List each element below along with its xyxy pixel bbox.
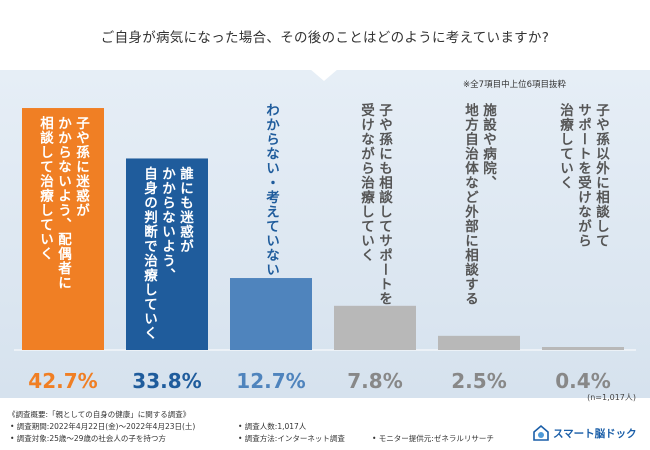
category-label-2-line-2: かからないよう、 [159,166,176,282]
bar-5 [438,335,520,350]
house-brain-icon [533,424,549,441]
category-label-1-line-1: 子や孫に迷惑が [73,116,91,218]
category-label-1-line-2: かからないよう、配偶者に [55,116,72,290]
footer: 《調査概要:「親としての自身の健康」に関する調査》 • 調査期間:2022年4月… [0,404,650,450]
bar-1 [22,108,104,351]
category-label-6-line-2: サポートを受けながら [575,103,592,248]
bar-4 [334,305,416,350]
category-label-1-line-3: 相談して治療していく [37,115,54,261]
category-label-2-line-3: 自身の判断で治療していく [141,165,158,340]
value-label-1: 42.7% [28,369,97,393]
value-label-6: 0.4% [555,369,610,393]
bar-6 [542,347,624,350]
header: ご自身が病気になった場合、その後のことはどのように考えていますか? [0,0,650,70]
survey-method: • 調査方法:インターネット調査 [238,434,345,443]
value-label-4: 7.8% [347,369,402,393]
bar-2 [126,158,208,350]
brand-logo: スマート脳ドック [532,422,640,444]
survey-period: • 調査期間:2022年4月22日(金)〜2022年4月23日(土) [10,422,196,431]
survey-question: ご自身が病気になった場合、その後のことはどのように考えていますか? [100,30,550,46]
category-label-5-line-1: 施設や病院、 [480,102,497,190]
brand-logo-text: スマート脳ドック [553,427,637,440]
value-label-2: 33.8% [132,369,201,393]
category-label-3-line-1: わからない・考えていない [263,103,280,277]
bar-3 [230,278,312,350]
value-label-3: 12.7% [236,369,305,393]
callout-notch [310,69,338,81]
selection-note: ※全7項目中上位6項目抜粋 [463,80,566,90]
survey-provider: • モニター提供元:ゼネラルリサーチ [372,434,494,443]
category-label-5-line-2: 地方自治体など外部に相談する [462,102,479,306]
category-label-6-line-1: 子や孫以外に相談して [593,103,610,248]
survey-target: • 調査対象:25歳〜29歳の社会人の子を持つ方 [10,434,166,443]
survey-respondents: • 調査人数:1,017人 [238,422,307,431]
category-label-6-line-3: 治療していく [557,102,574,190]
category-label-2-line-1: 誰にも迷惑が [177,165,195,253]
sample-size: (n=1,017人) [587,393,636,402]
category-label-4-line-1: 子や孫にも相談してサポートを [376,103,393,306]
survey-title: 《調査概要:「親としての自身の健康」に関する調査》 [8,410,191,419]
chart-panel [0,70,650,398]
value-label-5: 2.5% [451,369,506,393]
category-label-4-line-2: 受けながら治療していく [358,102,375,263]
